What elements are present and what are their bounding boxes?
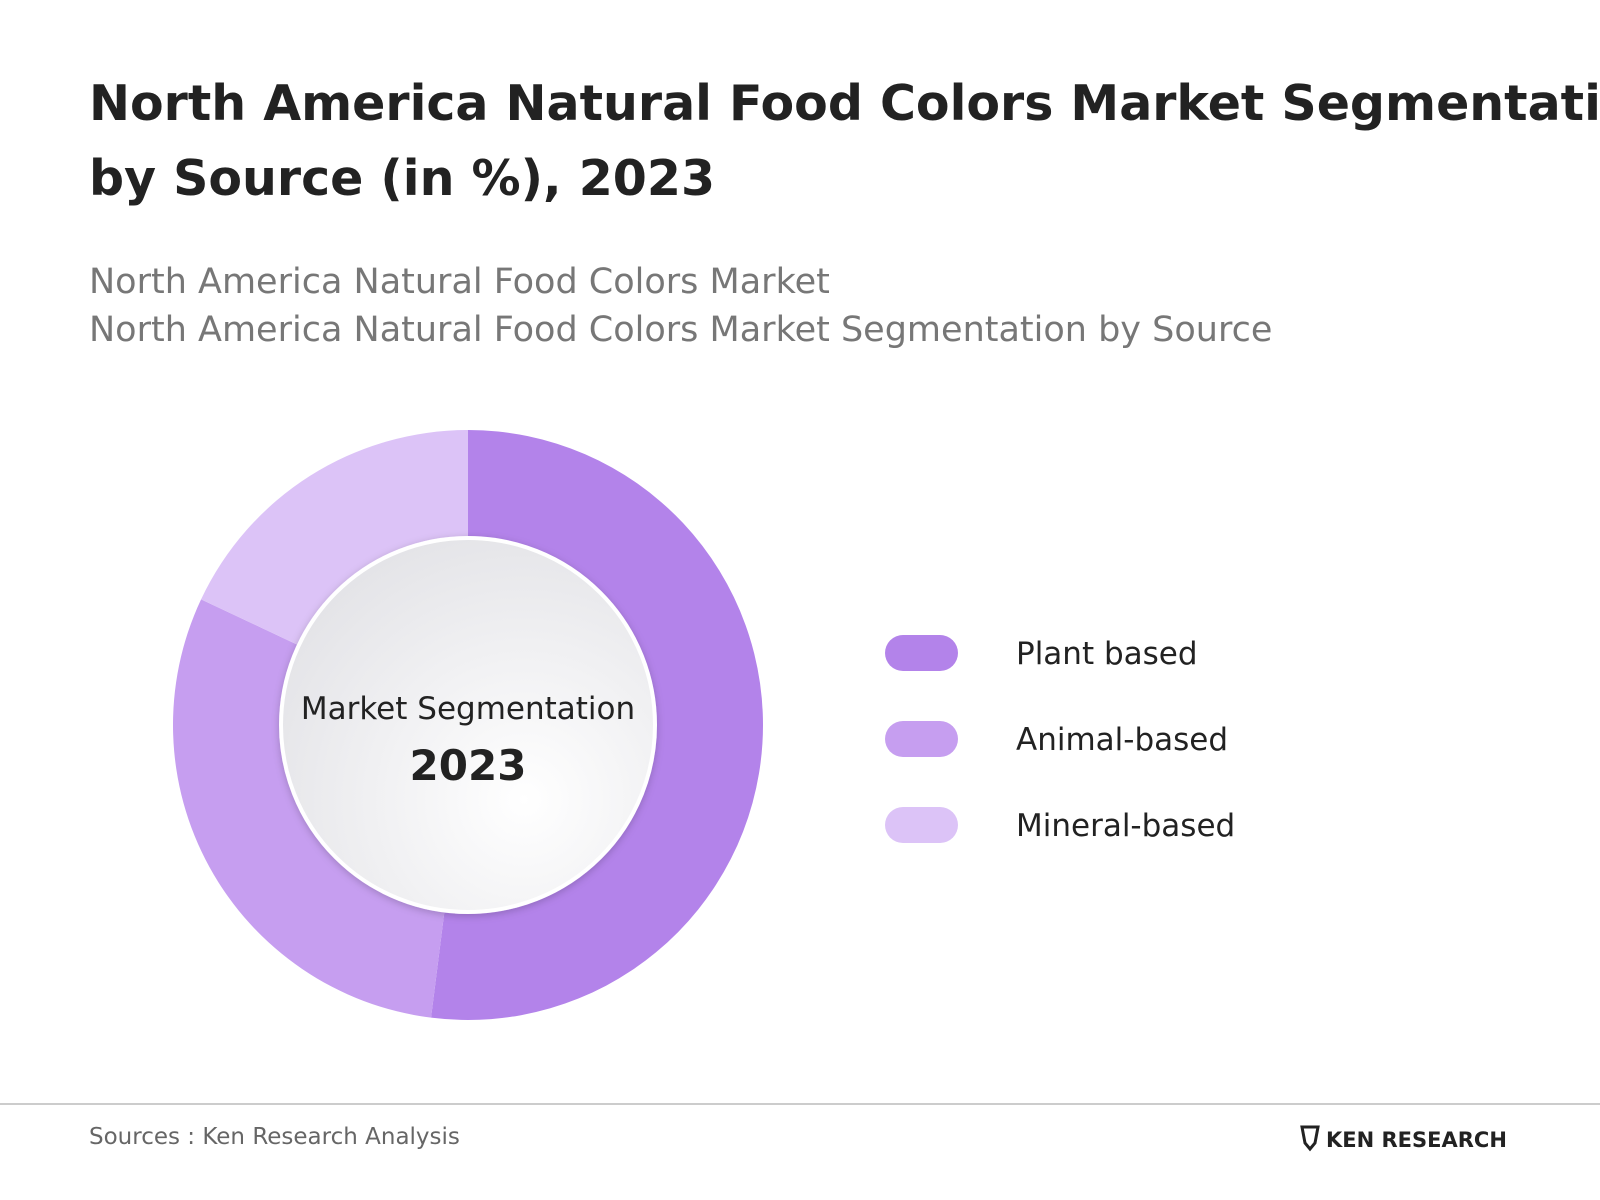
- legend-label: Plant based: [1016, 636, 1198, 672]
- source-note: Sources : Ken Research Analysis: [89, 1124, 460, 1150]
- legend-swatch: [885, 635, 958, 671]
- legend-label: Mineral-based: [1016, 808, 1235, 844]
- donut: [173, 430, 763, 1020]
- donut-segment: [431, 430, 763, 1020]
- chart-subtitle: North America Natural Food Colors Market…: [89, 310, 1272, 350]
- chart-subtitle: North America Natural Food Colors Market: [89, 262, 830, 302]
- brand-icon: [1300, 1125, 1320, 1152]
- legend-swatch: [885, 721, 958, 757]
- donut-segment: [201, 430, 468, 647]
- legend-swatch: [885, 807, 958, 843]
- center-year: 2023: [410, 741, 527, 790]
- chart-title: by Source (in %), 2023: [89, 150, 715, 207]
- center-label: Market Segmentation: [301, 691, 635, 727]
- brand: KEN RESEARCH: [1326, 1128, 1507, 1152]
- donut-segment: [173, 599, 445, 1018]
- legend-label: Animal-based: [1016, 722, 1228, 758]
- legend: Plant based Animal-based Mineral-based: [885, 635, 1235, 844]
- donut-hole: [279, 536, 657, 914]
- chart-title: North America Natural Food Colors Market…: [89, 75, 1600, 132]
